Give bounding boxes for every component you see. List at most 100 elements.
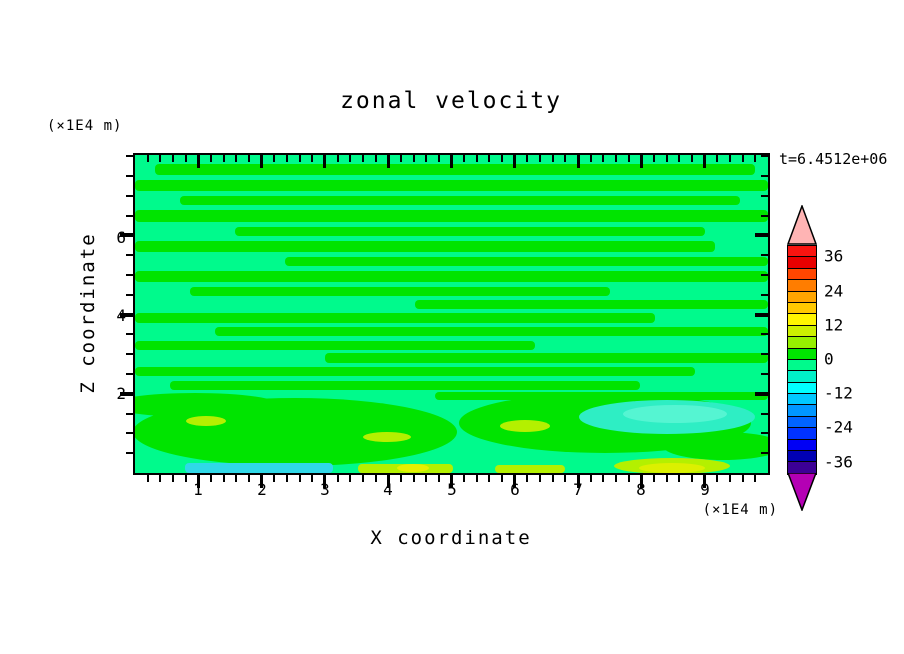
contour-region [285, 257, 768, 266]
x-minor-tick-bottom [627, 475, 630, 482]
contour-region [135, 398, 457, 466]
colorbar-box [788, 439, 816, 452]
contour-region [135, 313, 655, 323]
colorbar-box [788, 382, 816, 395]
x-minor-tick-top [488, 155, 491, 162]
z-minor-tick-left [126, 155, 133, 158]
time-annotation: t=6.4512e+06 [779, 150, 888, 168]
x-minor-tick-bottom [653, 475, 656, 482]
x-minor-tick-top [146, 155, 149, 162]
z-minor-tick-right [761, 432, 768, 435]
z-minor-tick-left [126, 432, 133, 435]
x-minor-tick-top [653, 155, 656, 162]
z-tick-label: 6 [116, 228, 126, 247]
z-minor-tick-left [126, 194, 133, 197]
x-major-tick-top [196, 155, 200, 168]
contour-region [135, 341, 535, 350]
colorbar-box [788, 405, 816, 417]
contour-region [639, 463, 705, 473]
colorbar-box [788, 302, 816, 315]
colorbar-label: -12 [824, 383, 853, 403]
x-major-tick-bottom [703, 475, 707, 488]
x-axis-unit-label: (×1E4 m) [702, 502, 778, 518]
contour-region [135, 241, 715, 252]
z-major-tick-left [120, 233, 133, 238]
x-minor-tick-top [678, 155, 681, 162]
contour-region [363, 432, 411, 442]
x-minor-tick-bottom [349, 475, 352, 482]
x-minor-tick-top [412, 155, 415, 162]
x-major-tick-bottom [639, 475, 643, 488]
x-major-tick-bottom [386, 475, 390, 488]
z-minor-tick-left [126, 412, 133, 415]
contour-region [397, 464, 429, 472]
colorbar-box [788, 325, 816, 338]
x-minor-tick-bottom [209, 475, 212, 482]
x-minor-tick-bottom [526, 475, 529, 482]
colorbar-box [788, 246, 816, 258]
contour-region [190, 287, 610, 296]
x-minor-tick-bottom [374, 475, 377, 482]
colorbar-box [788, 428, 816, 440]
x-minor-tick-bottom [285, 475, 288, 482]
x-minor-tick-top [247, 155, 250, 162]
z-minor-tick-right [761, 194, 768, 197]
x-minor-tick-top [501, 155, 504, 162]
z-minor-tick-right [761, 293, 768, 296]
x-minor-tick-bottom [184, 475, 187, 482]
x-minor-tick-top [285, 155, 288, 162]
x-major-tick-bottom [196, 475, 200, 488]
x-minor-tick-bottom [716, 475, 719, 482]
colorbar-box [788, 451, 816, 463]
x-tick-label: 6 [510, 480, 520, 499]
x-minor-tick-bottom [412, 475, 415, 482]
z-minor-tick-right [761, 412, 768, 415]
colorbar-label: 0 [824, 349, 834, 369]
contour-region [135, 271, 768, 282]
x-major-tick-bottom [576, 475, 580, 488]
z-minor-tick-left [126, 452, 133, 455]
x-minor-tick-top [589, 155, 592, 162]
z-minor-tick-right [761, 353, 768, 356]
x-minor-tick-top [298, 155, 301, 162]
colorbar-box [788, 337, 816, 349]
x-minor-tick-bottom [539, 475, 542, 482]
x-minor-tick-top [425, 155, 428, 162]
x-minor-tick-top [716, 155, 719, 162]
z-minor-tick-right [761, 155, 768, 158]
z-major-tick-left [120, 391, 133, 396]
x-minor-tick-top [209, 155, 212, 162]
x-axis-title: X coordinate [370, 527, 532, 549]
x-major-tick-top [323, 155, 327, 168]
plot-area [133, 153, 770, 475]
x-minor-tick-bottom [615, 475, 618, 482]
x-minor-tick-bottom [678, 475, 681, 482]
colorbar-label: -36 [824, 452, 853, 472]
x-minor-tick-top [564, 155, 567, 162]
x-minor-tick-bottom [273, 475, 276, 482]
z-minor-tick-left [126, 214, 133, 217]
x-minor-tick-top [171, 155, 174, 162]
x-minor-tick-bottom [146, 475, 149, 482]
x-tick-label: 7 [573, 480, 583, 499]
contour-region [135, 210, 768, 222]
x-minor-tick-bottom [159, 475, 162, 482]
x-minor-tick-bottom [247, 475, 250, 482]
contour-region [415, 300, 768, 309]
x-minor-tick-top [361, 155, 364, 162]
x-minor-tick-top [399, 155, 402, 162]
x-minor-tick-bottom [551, 475, 554, 482]
x-major-tick-bottom [260, 475, 264, 488]
x-minor-tick-bottom [691, 475, 694, 482]
x-minor-tick-bottom [399, 475, 402, 482]
colorbar-box [788, 314, 816, 326]
x-minor-tick-top [374, 155, 377, 162]
contour-field [135, 155, 768, 473]
x-tick-label: 8 [636, 480, 646, 499]
x-minor-tick-top [615, 155, 618, 162]
colorbar-box [788, 280, 816, 292]
colorbar-box [788, 348, 816, 360]
x-minor-tick-top [475, 155, 478, 162]
colorbar-label: 12 [824, 315, 844, 335]
